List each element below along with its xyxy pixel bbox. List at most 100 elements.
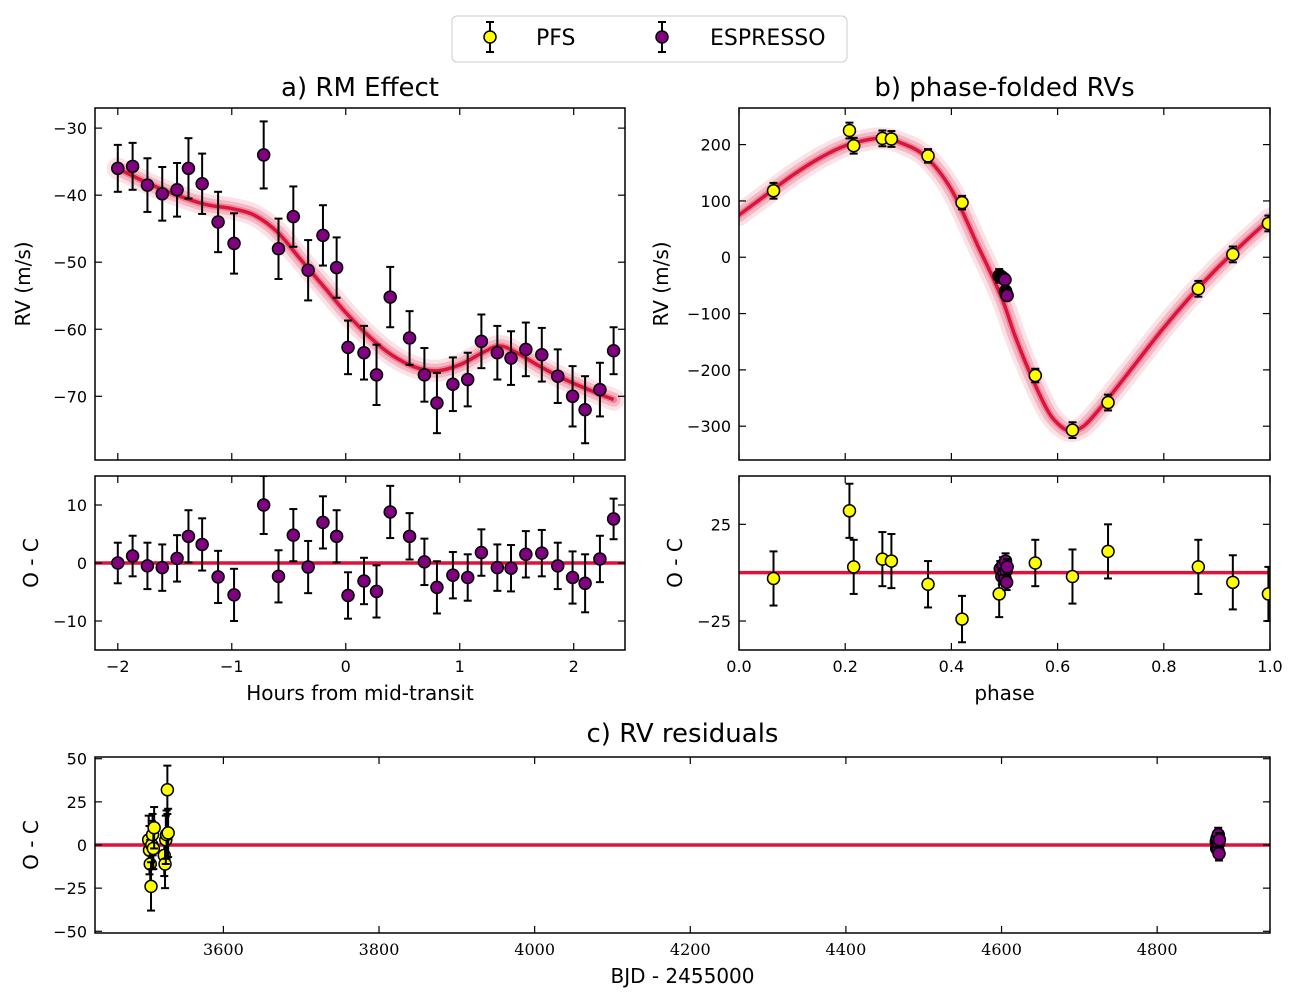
data-point-pfs: [147, 806, 161, 850]
axes-frame: [94, 107, 626, 461]
data-point-espresso: [256, 476, 271, 535]
x-axis-label: BJD - 2455000: [610, 964, 754, 988]
data-point-pfs: [1028, 538, 1043, 588]
data-point-pfs: [1028, 367, 1043, 384]
x-tick-label: 1: [455, 657, 465, 676]
panel-title: a) RM Effect: [281, 73, 439, 103]
data-point-espresso: [504, 544, 518, 593]
y-tick-label: 10: [67, 496, 87, 515]
data-point-espresso: [383, 484, 397, 540]
data-point-espresso: [446, 356, 460, 413]
legend: PFS ESPRESSO: [451, 15, 848, 63]
data-point-espresso: [140, 157, 155, 213]
data-point-espresso: [170, 161, 184, 218]
y-tick-label: −200: [687, 361, 731, 380]
data-point-pfs: [1191, 538, 1206, 595]
data-point-pfs: [766, 550, 781, 607]
data-point-espresso: [1212, 831, 1227, 848]
data-point-espresso: [301, 539, 315, 595]
data-point-pfs: [921, 148, 935, 164]
y-tick-label: 100: [700, 192, 731, 211]
y-tick-label: 25: [711, 515, 731, 534]
data-point-espresso: [593, 534, 607, 584]
data-point-espresso: [125, 534, 140, 578]
x-tick-label: 4200: [670, 940, 711, 959]
data-point-espresso: [140, 541, 155, 591]
data-point-espresso: [155, 543, 169, 592]
data-point-espresso: [271, 549, 286, 604]
data-point-espresso: [565, 365, 580, 428]
data-point-espresso: [1000, 288, 1014, 303]
x-tick-label: 0.2: [832, 657, 857, 676]
data-point-espresso: [301, 239, 315, 302]
data-point-espresso: [286, 185, 301, 248]
data-point-pfs: [1065, 421, 1080, 440]
y-tick-label: −25: [53, 879, 87, 898]
x-axis-label: Hours from mid-transit: [246, 681, 474, 705]
data-point-espresso: [316, 495, 330, 550]
y-axis-label: RV (m/s): [11, 241, 35, 326]
data-point-pfs: [160, 764, 175, 815]
x-tick-label: 0.4: [939, 657, 964, 676]
data-point-espresso: [256, 120, 271, 190]
y-tick-label: 0: [77, 554, 87, 573]
y-tick-label: −70: [53, 387, 87, 406]
data-point-espresso: [460, 351, 475, 408]
x-tick-label: 2: [569, 657, 579, 676]
data-point-espresso: [535, 326, 549, 383]
data-point-espresso: [446, 550, 460, 600]
data-point-espresso: [369, 564, 384, 619]
legend-label-espresso: ESPRESSO: [710, 26, 826, 51]
x-tick-label: 4800: [1137, 940, 1178, 959]
data-point-pfs: [955, 594, 969, 644]
data-point-espresso: [341, 571, 355, 620]
data-point-pfs: [846, 136, 861, 155]
data-point-pfs: [161, 807, 175, 859]
x-axis-label: phase: [974, 681, 1034, 705]
y-tick-label: 0: [77, 836, 87, 855]
data-point-espresso: [519, 530, 533, 579]
data-point-espresso: [578, 375, 592, 445]
data-point-pfs: [1261, 214, 1270, 233]
y-tick-label: −60: [53, 320, 87, 339]
data-point-pfs: [1101, 523, 1115, 580]
x-tick-label: 0: [341, 657, 351, 676]
data-point-pfs: [1226, 245, 1240, 264]
data-point-espresso: [460, 553, 475, 602]
panel-c-rv-residuals: 3600 3800 4000 4200 4400 4600 4800 −50 −25 0 25 50 c…: [19, 719, 1271, 988]
data-point-espresso: [195, 152, 209, 215]
axes-frame: [738, 107, 1271, 461]
data-point-espresso: [357, 556, 371, 606]
y-tick-label: 200: [700, 136, 731, 155]
y-tick-label: 50: [67, 750, 87, 769]
data-point-espresso: [181, 137, 196, 200]
data-point-pfs: [846, 538, 861, 595]
x-tick-label: −1: [220, 657, 244, 676]
data-point-espresso: [551, 348, 565, 405]
data-point-espresso: [1212, 845, 1226, 862]
data-point-pfs: [842, 482, 857, 539]
data-point-espresso: [606, 326, 621, 376]
y-axis-label: O - C: [663, 538, 687, 588]
x-tick-label: 4600: [981, 940, 1022, 959]
y-axis-label: O - C: [19, 538, 43, 588]
data-point-espresso: [430, 560, 444, 615]
data-point-espresso: [998, 273, 1012, 287]
y-axis-label: RV (m/s): [649, 241, 673, 326]
data-point-pfs: [884, 130, 899, 148]
data-point-espresso: [519, 321, 533, 378]
panel-b-residuals: 0.0 0.2 0.4 0.6 0.8 1.0 −25 25 phase O - C: [663, 475, 1283, 705]
y-tick-label: 25: [67, 793, 87, 812]
data-point-espresso: [195, 517, 209, 572]
data-point-espresso: [329, 236, 344, 299]
panel-title: b) phase-folded RVs: [874, 73, 1134, 103]
panel-a-rm-effect: −70 −60 −50 −40 −30 a) RM Effect RV (m/s): [11, 73, 626, 461]
legend-label-pfs: PFS: [536, 26, 576, 51]
data-point-pfs: [1101, 393, 1115, 412]
data-point-espresso: [383, 265, 397, 329]
data-point-espresso: [271, 217, 286, 280]
data-point-espresso: [329, 509, 344, 564]
legend-frame: [451, 15, 848, 63]
y-tick-label: −100: [687, 305, 731, 324]
